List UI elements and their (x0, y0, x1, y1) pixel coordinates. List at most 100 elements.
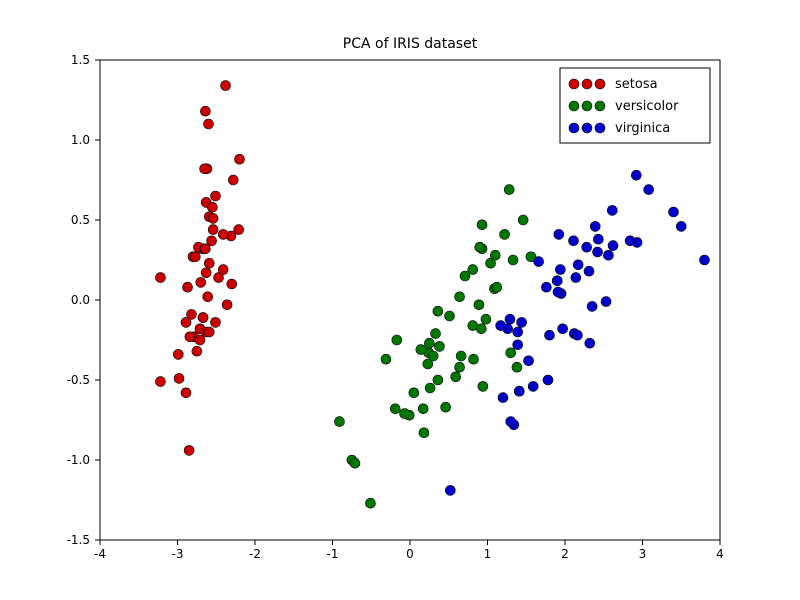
y-tick-label: -1.0 (67, 453, 90, 467)
scatter-point (584, 266, 594, 276)
x-tick-label: 3 (639, 547, 647, 561)
scatter-point (608, 241, 618, 251)
scatter-point (416, 345, 426, 355)
x-tick-label: 4 (716, 547, 724, 561)
scatter-point (433, 375, 443, 385)
scatter-point (221, 81, 231, 91)
scatter-point (207, 202, 217, 212)
scatter-point (441, 402, 451, 412)
scatter-point (644, 185, 654, 195)
scatter-point (195, 335, 205, 345)
y-tick-label: 0.0 (71, 293, 90, 307)
x-tick-label: 2 (561, 547, 569, 561)
scatter-point (676, 221, 686, 231)
scatter-point (545, 330, 555, 340)
scatter-point (173, 349, 183, 359)
scatter-point (424, 338, 434, 348)
scatter-point (508, 255, 518, 265)
scatter-point (200, 164, 210, 174)
y-tick-label: 1.0 (71, 133, 90, 147)
scatter-point (428, 351, 438, 361)
scatter-point (190, 252, 200, 262)
scatter-point (572, 330, 582, 340)
scatter-point (492, 282, 502, 292)
scatter-point (498, 393, 508, 403)
scatter-point (573, 260, 583, 270)
scatter-point (390, 404, 400, 414)
scatter-point (218, 229, 228, 239)
scatter-point (603, 250, 613, 260)
chart-title: PCA of IRIS dataset (343, 36, 478, 52)
legend: setosaversicolorvirginica (560, 68, 710, 143)
scatter-point (631, 170, 641, 180)
scatter-point (418, 404, 428, 414)
scatter-point (555, 265, 565, 275)
scatter-point (514, 386, 524, 396)
scatter-point (445, 311, 455, 321)
legend-marker (595, 101, 605, 111)
scatter-point (186, 309, 196, 319)
scatter-point (669, 207, 679, 217)
scatter-point (183, 282, 193, 292)
y-tick-label: -1.5 (67, 533, 90, 547)
legend-label: virginica (615, 121, 670, 136)
scatter-point (210, 191, 220, 201)
legend-marker (569, 123, 579, 133)
legend-label: setosa (615, 77, 658, 92)
scatter-point (569, 236, 579, 246)
scatter-point (558, 324, 568, 334)
chart-container: -4-3-2-101234-1.5-1.0-0.50.00.51.01.5PCA… (0, 0, 800, 600)
scatter-point (593, 247, 603, 257)
legend-marker (582, 79, 592, 89)
scatter-point (477, 220, 487, 230)
scatter-point (505, 314, 515, 324)
x-tick-label: -2 (249, 547, 261, 561)
scatter-point (486, 258, 496, 268)
scatter-point (585, 338, 595, 348)
scatter-point (475, 242, 485, 252)
legend-marker (582, 123, 592, 133)
scatter-point (625, 236, 635, 246)
scatter-point (500, 229, 510, 239)
y-tick-label: 0.5 (71, 213, 90, 227)
scatter-point (601, 297, 611, 307)
scatter-point (185, 332, 195, 342)
scatter-point (192, 346, 202, 356)
scatter-point (474, 300, 484, 310)
scatter-point (381, 354, 391, 364)
scatter-point (200, 106, 210, 116)
scatter-point (513, 340, 523, 350)
scatter-point (218, 265, 228, 275)
scatter-point (234, 225, 244, 235)
scatter-point (203, 292, 213, 302)
scatter-point (481, 314, 491, 324)
scatter-point (365, 498, 375, 508)
scatter-point (455, 292, 465, 302)
legend-marker (569, 101, 579, 111)
scatter-point (155, 273, 165, 283)
scatter-point (512, 362, 522, 372)
scatter-point (400, 409, 410, 419)
scatter-point (433, 306, 443, 316)
scatter-point (469, 354, 479, 364)
scatter-point (582, 242, 592, 252)
x-tick-label: 0 (406, 547, 414, 561)
scatter-point (496, 321, 506, 331)
scatter-point (198, 313, 208, 323)
scatter-point (528, 381, 538, 391)
scatter-point (204, 119, 214, 129)
scatter-point (196, 277, 206, 287)
x-tick-label: 1 (484, 547, 492, 561)
legend-marker (595, 79, 605, 89)
scatter-point (334, 417, 344, 427)
scatter-point (552, 276, 562, 286)
y-axis: -1.5-1.0-0.50.00.51.01.5 (67, 53, 100, 547)
scatter-point (456, 351, 466, 361)
scatter-point (468, 265, 478, 275)
scatter-point (201, 268, 211, 278)
scatter-point (235, 154, 245, 164)
scatter-point (571, 273, 581, 283)
scatter-point (700, 255, 710, 265)
scatter-point (593, 234, 603, 244)
x-tick-label: -3 (172, 547, 184, 561)
